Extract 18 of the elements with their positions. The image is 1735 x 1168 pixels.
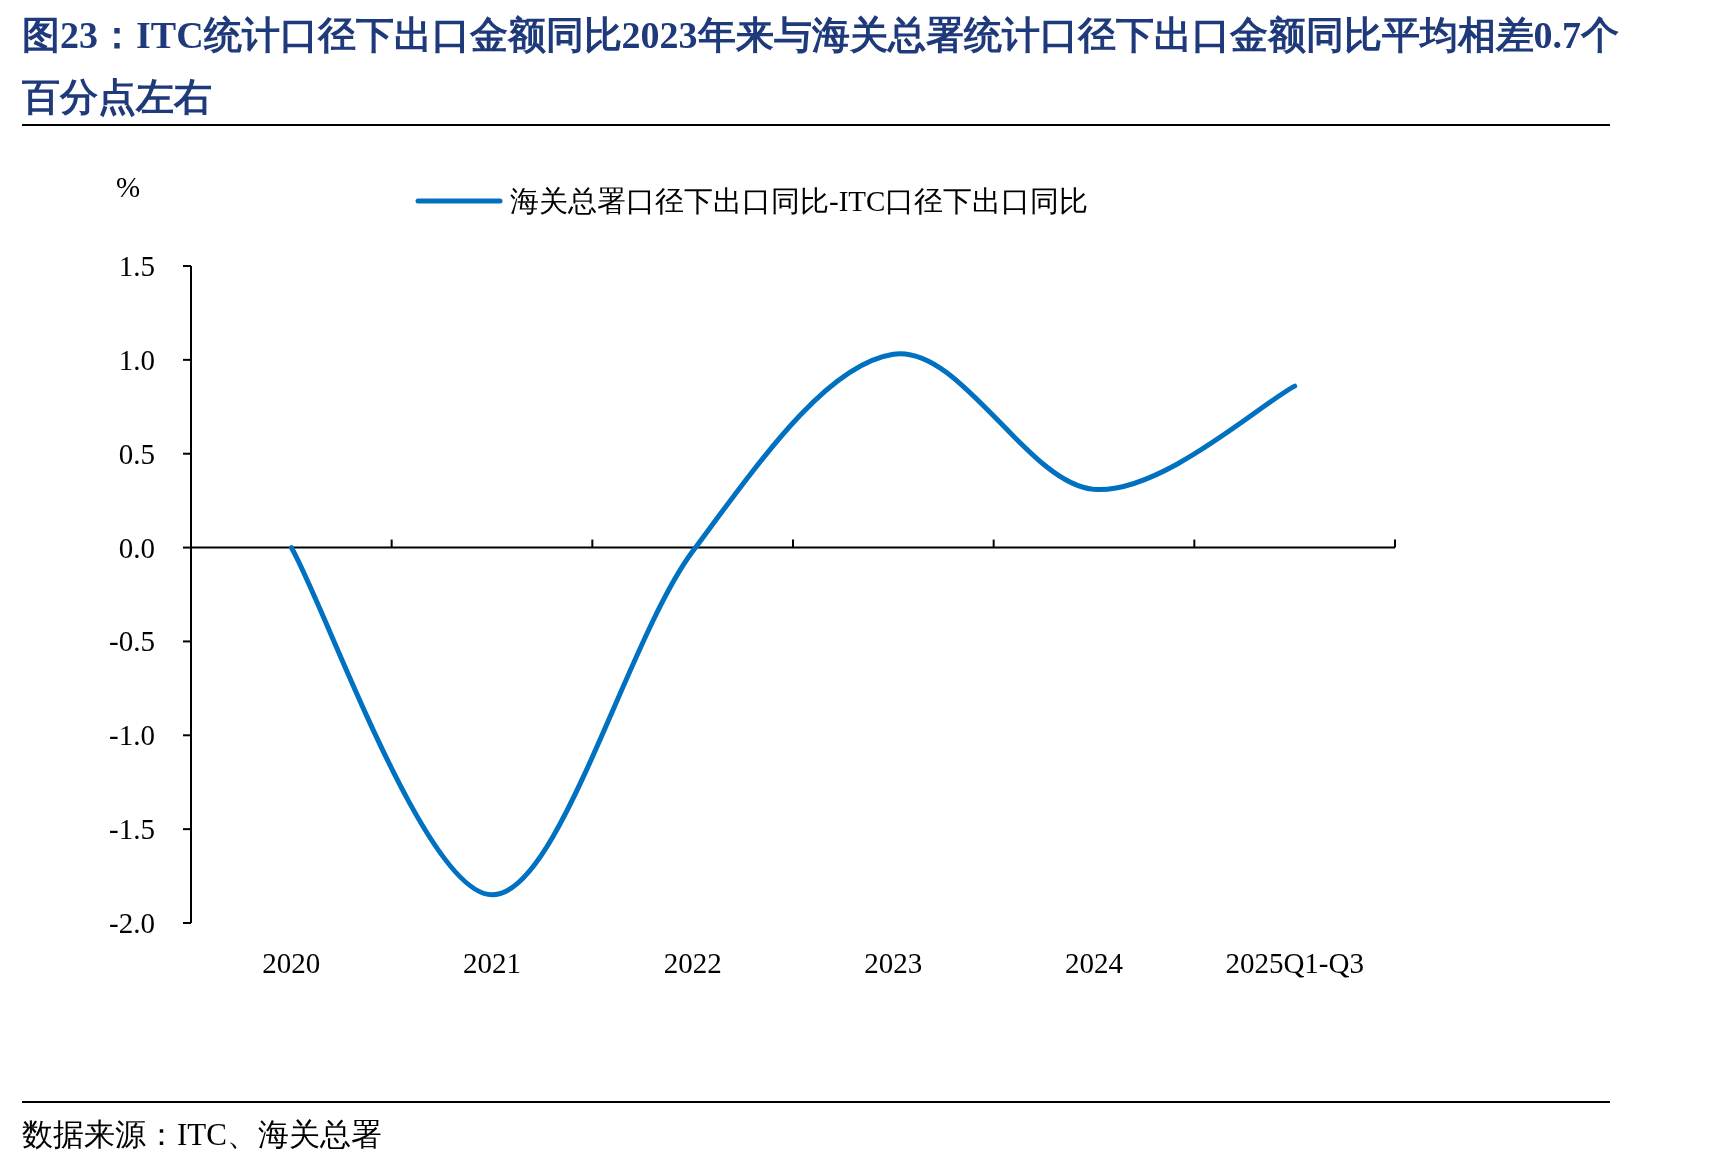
y-tick-label: 1.0 (118, 343, 155, 376)
y-tick-label: -1.5 (109, 813, 155, 846)
chart-title: 图23：ITC统计口径下出口金额同比2023年来与海关总署统计口径下出口金额同比平均相差0.7个百分点左右 (22, 13, 1621, 120)
y-tick-label: 1.5 (118, 250, 155, 282)
x-tick-label: 2020 (262, 947, 321, 979)
x-tick-label: 2023 (864, 947, 923, 979)
x-tick-label: 2021 (463, 947, 521, 979)
y-tick-label: 0.0 (118, 531, 155, 564)
y-tick-label: -1.0 (109, 719, 155, 752)
x-tick-label: 2024 (1065, 947, 1124, 979)
x-tick-label: 2025Q1-Q3 (1225, 947, 1364, 979)
x-tick-label: 2022 (663, 947, 722, 979)
legend-label: 海关总署口径下出口同比-ITC口径下出口同比 (510, 185, 1089, 217)
y-tick-label: -2.0 (109, 907, 155, 939)
y-tick-label: 0.5 (118, 437, 155, 470)
source-note: 数据来源：ITC、海关总署 (22, 1116, 382, 1154)
y-axis-title: % (115, 171, 141, 203)
y-tick-label: -0.5 (109, 625, 155, 658)
